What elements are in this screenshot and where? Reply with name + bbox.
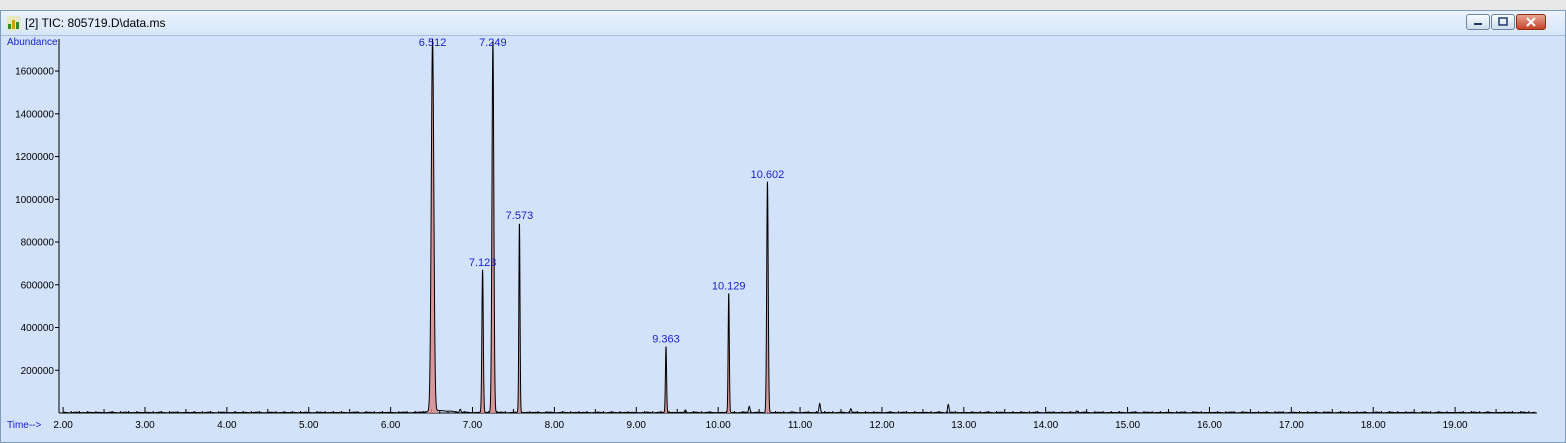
peak-label: 9.363 — [652, 334, 680, 346]
x-tick-label: 13.00 — [951, 420, 976, 431]
x-axis-title: Time--> — [7, 420, 42, 431]
window-titlebar[interactable]: [2] TIC: 805719.D\data.ms — [1, 11, 1565, 36]
x-tick-label: 17.00 — [1279, 420, 1304, 431]
window-title: [2] TIC: 805719.D\data.ms — [25, 16, 166, 30]
x-tick-label: 5.00 — [299, 420, 319, 431]
minimize-button[interactable] — [1466, 14, 1490, 30]
integrated-area-6.512 — [427, 39, 438, 413]
y-tick-label: 1000000 — [15, 195, 54, 206]
x-tick-label: 11.00 — [788, 420, 813, 431]
x-tick-label: 15.00 — [1115, 420, 1140, 431]
x-tick-label: 4.00 — [217, 420, 237, 431]
x-tick-label: 10.00 — [706, 420, 731, 431]
x-tick-label: 9.00 — [627, 420, 647, 431]
y-tick-label: 1200000 — [15, 152, 54, 163]
peak-label: 10.602 — [751, 169, 785, 181]
chromatogram-window: [2] TIC: 805719.D\data.ms Abundance Time-… — [0, 10, 1566, 443]
x-tick-label: 7.00 — [463, 420, 483, 431]
x-tick-label: 8.00 — [545, 420, 565, 431]
maximize-icon — [1498, 17, 1508, 26]
close-button[interactable] — [1516, 14, 1546, 30]
integrated-area-10.602 — [764, 181, 771, 413]
peak-label: 7.123 — [469, 257, 497, 269]
plot-area — [1, 36, 1565, 442]
x-tick-label: 6.00 — [381, 420, 401, 431]
x-tick-label: 3.00 — [135, 420, 155, 431]
y-tick-label: 400000 — [21, 323, 55, 334]
peak-label: 10.129 — [712, 280, 746, 292]
peak-label: 7.249 — [479, 37, 507, 49]
x-tick-label: 16.00 — [1197, 420, 1222, 431]
peak-label: 6.512 — [419, 37, 447, 49]
x-tick-label: 12.00 — [869, 420, 894, 431]
integrated-area-7.249 — [488, 40, 497, 414]
maximize-button[interactable] — [1491, 14, 1515, 30]
x-tick-label: 19.00 — [1443, 420, 1468, 431]
y-axis-title: Abundance — [7, 37, 58, 48]
integrated-area-7.123 — [479, 269, 486, 413]
integrated-area-9.363 — [663, 346, 669, 413]
y-tick-label: 600000 — [21, 280, 55, 291]
y-tick-label: 800000 — [21, 238, 55, 249]
close-icon — [1526, 17, 1536, 27]
chromatogram-chart: Abundance Time--> 200000 400000 600000 800000… — [7, 37, 1537, 431]
tic-trace — [63, 39, 1536, 414]
chromatogram-app-icon — [7, 16, 21, 30]
y-tick-label: 200000 — [21, 366, 55, 377]
integrated-area-7.573 — [516, 222, 522, 413]
integrated-area-10.129 — [726, 292, 732, 413]
x-tick-label: 2.00 — [53, 420, 73, 431]
x-tick-label: 14.00 — [1033, 420, 1058, 431]
x-tick-label: 18.00 — [1361, 420, 1386, 431]
y-tick-label: 1400000 — [15, 109, 54, 120]
y-tick-label: 1600000 — [15, 67, 54, 78]
minimize-icon — [1474, 23, 1482, 25]
peak-label: 7.573 — [506, 210, 534, 222]
